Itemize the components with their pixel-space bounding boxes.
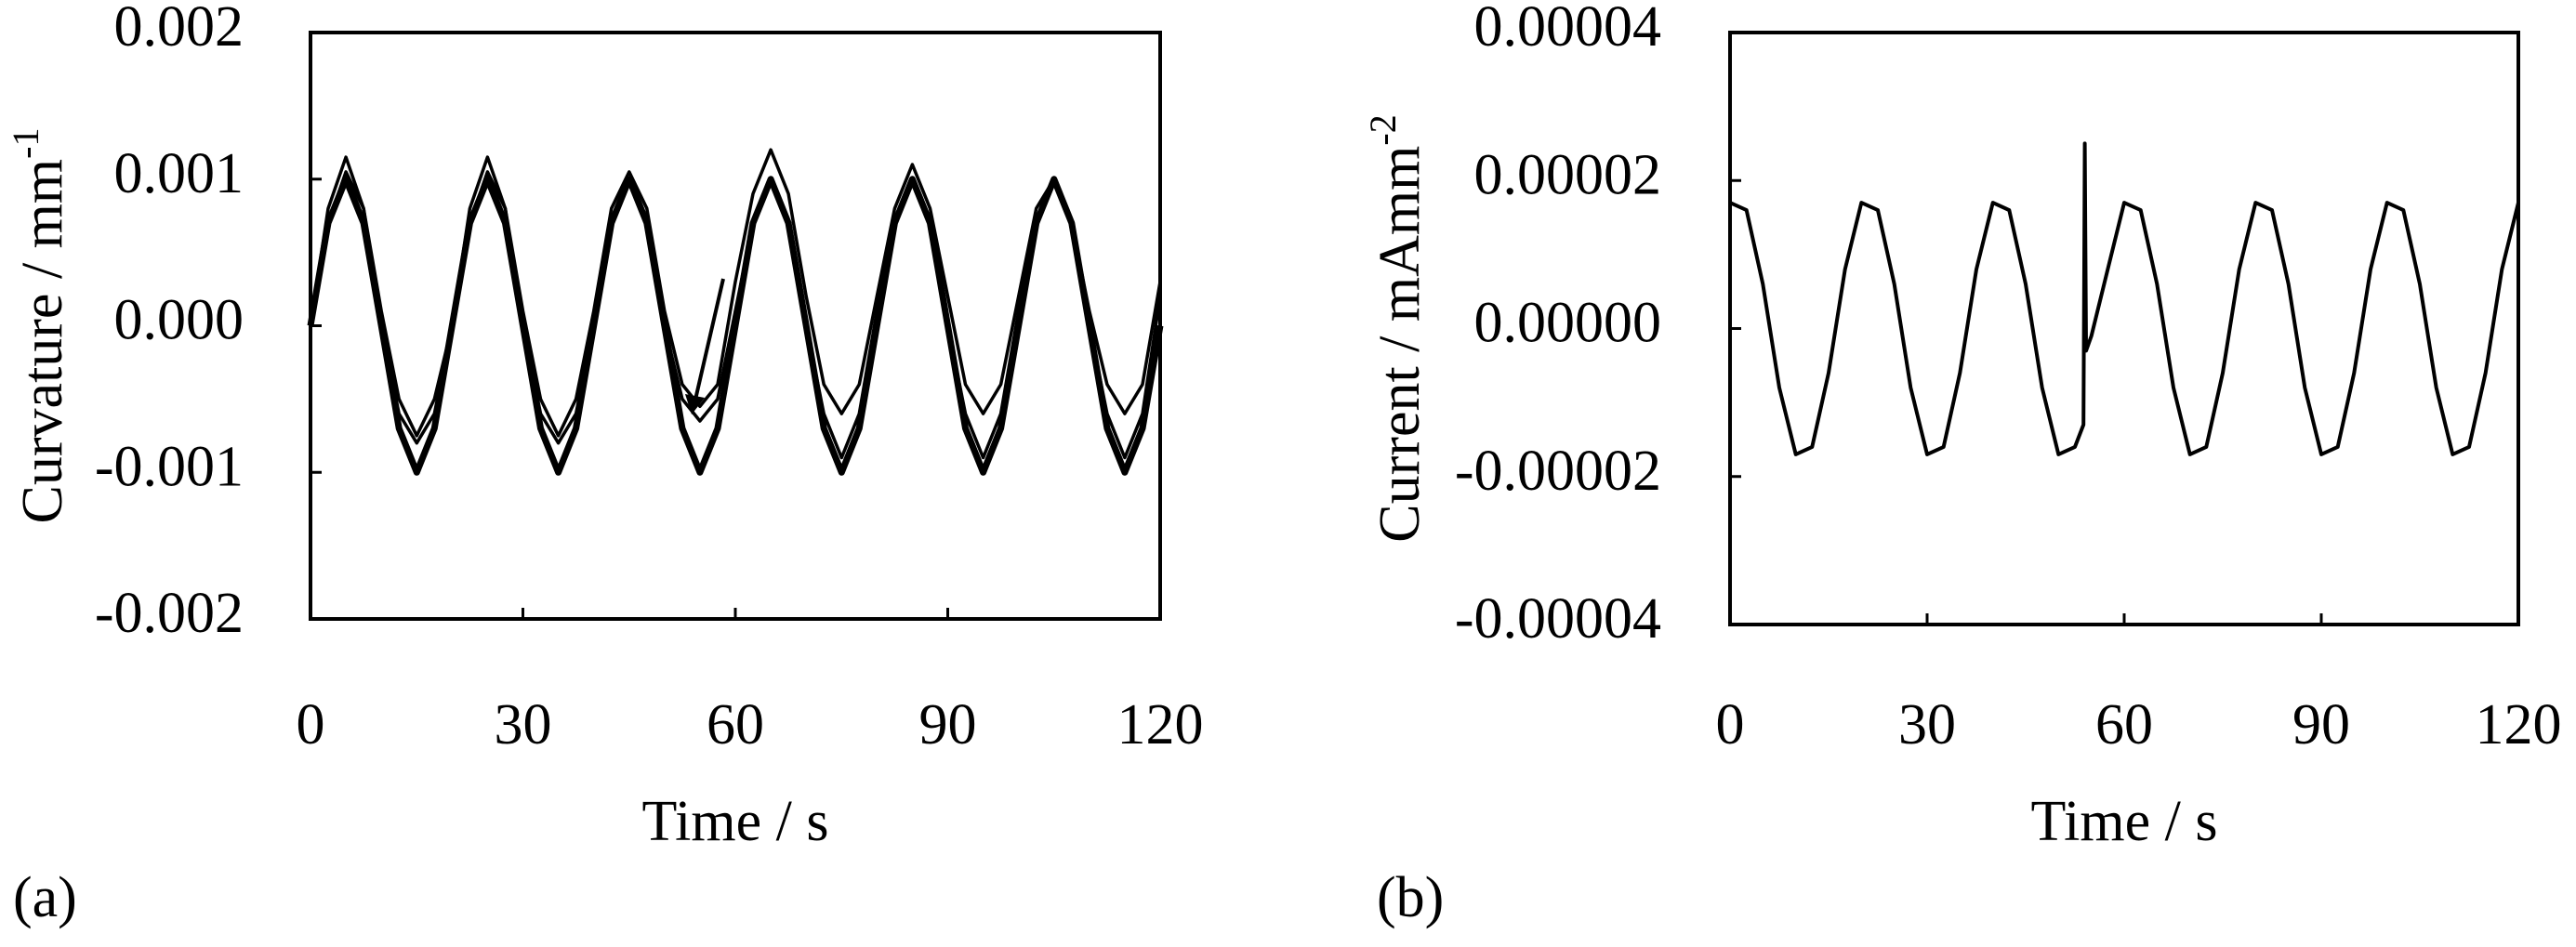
y-axis-label-text: Curvature / mm — [11, 159, 74, 524]
panel-label: (b) — [1377, 866, 1444, 929]
y-axis-label-text: Current / mAmm — [1368, 146, 1432, 543]
y-tick-label: 0.00004 — [1474, 0, 1662, 59]
x-tick-label: 60 — [707, 693, 764, 756]
y-axis-label: Curvature / mm-1 — [5, 128, 74, 524]
x-tick-label: 0 — [1716, 693, 1745, 756]
x-tick-label: 90 — [919, 693, 977, 756]
y-tick-label: -0.00004 — [1455, 587, 1661, 651]
y-tick-label: 0.00002 — [1474, 143, 1662, 206]
x-tick-label: 0 — [297, 693, 325, 756]
y-tick-label: -0.002 — [95, 582, 244, 645]
data-line — [307, 176, 1164, 476]
data-line — [1729, 141, 2520, 456]
x-tick-label: 120 — [2476, 693, 2562, 756]
x-tick-label: 90 — [2292, 693, 2350, 756]
y-axis-label-superscript: -2 — [1362, 114, 1404, 145]
plot-frame — [1728, 31, 2520, 626]
x-tick-label: 120 — [1117, 693, 1204, 756]
y-axis-label-superscript: -1 — [5, 128, 46, 159]
x-tick-label: 30 — [495, 693, 552, 756]
panel-label: (a) — [13, 866, 77, 929]
y-tick-label: -0.00002 — [1455, 440, 1661, 503]
y-tick-label: 0.000 — [114, 289, 244, 352]
x-tick-label: 60 — [2095, 693, 2153, 756]
x-axis-label: Time / s — [641, 790, 828, 853]
annotation-arrow — [694, 278, 725, 401]
y-tick-label: 0.00000 — [1474, 292, 1662, 355]
y-tick-label: -0.001 — [95, 435, 244, 498]
y-axis-label: Current / mAmm-2 — [1362, 114, 1432, 542]
y-tick-label: 0.001 — [114, 142, 244, 205]
x-tick-label: 30 — [1898, 693, 1956, 756]
y-tick-label: 0.002 — [114, 0, 244, 59]
x-axis-label: Time / s — [2030, 790, 2217, 853]
